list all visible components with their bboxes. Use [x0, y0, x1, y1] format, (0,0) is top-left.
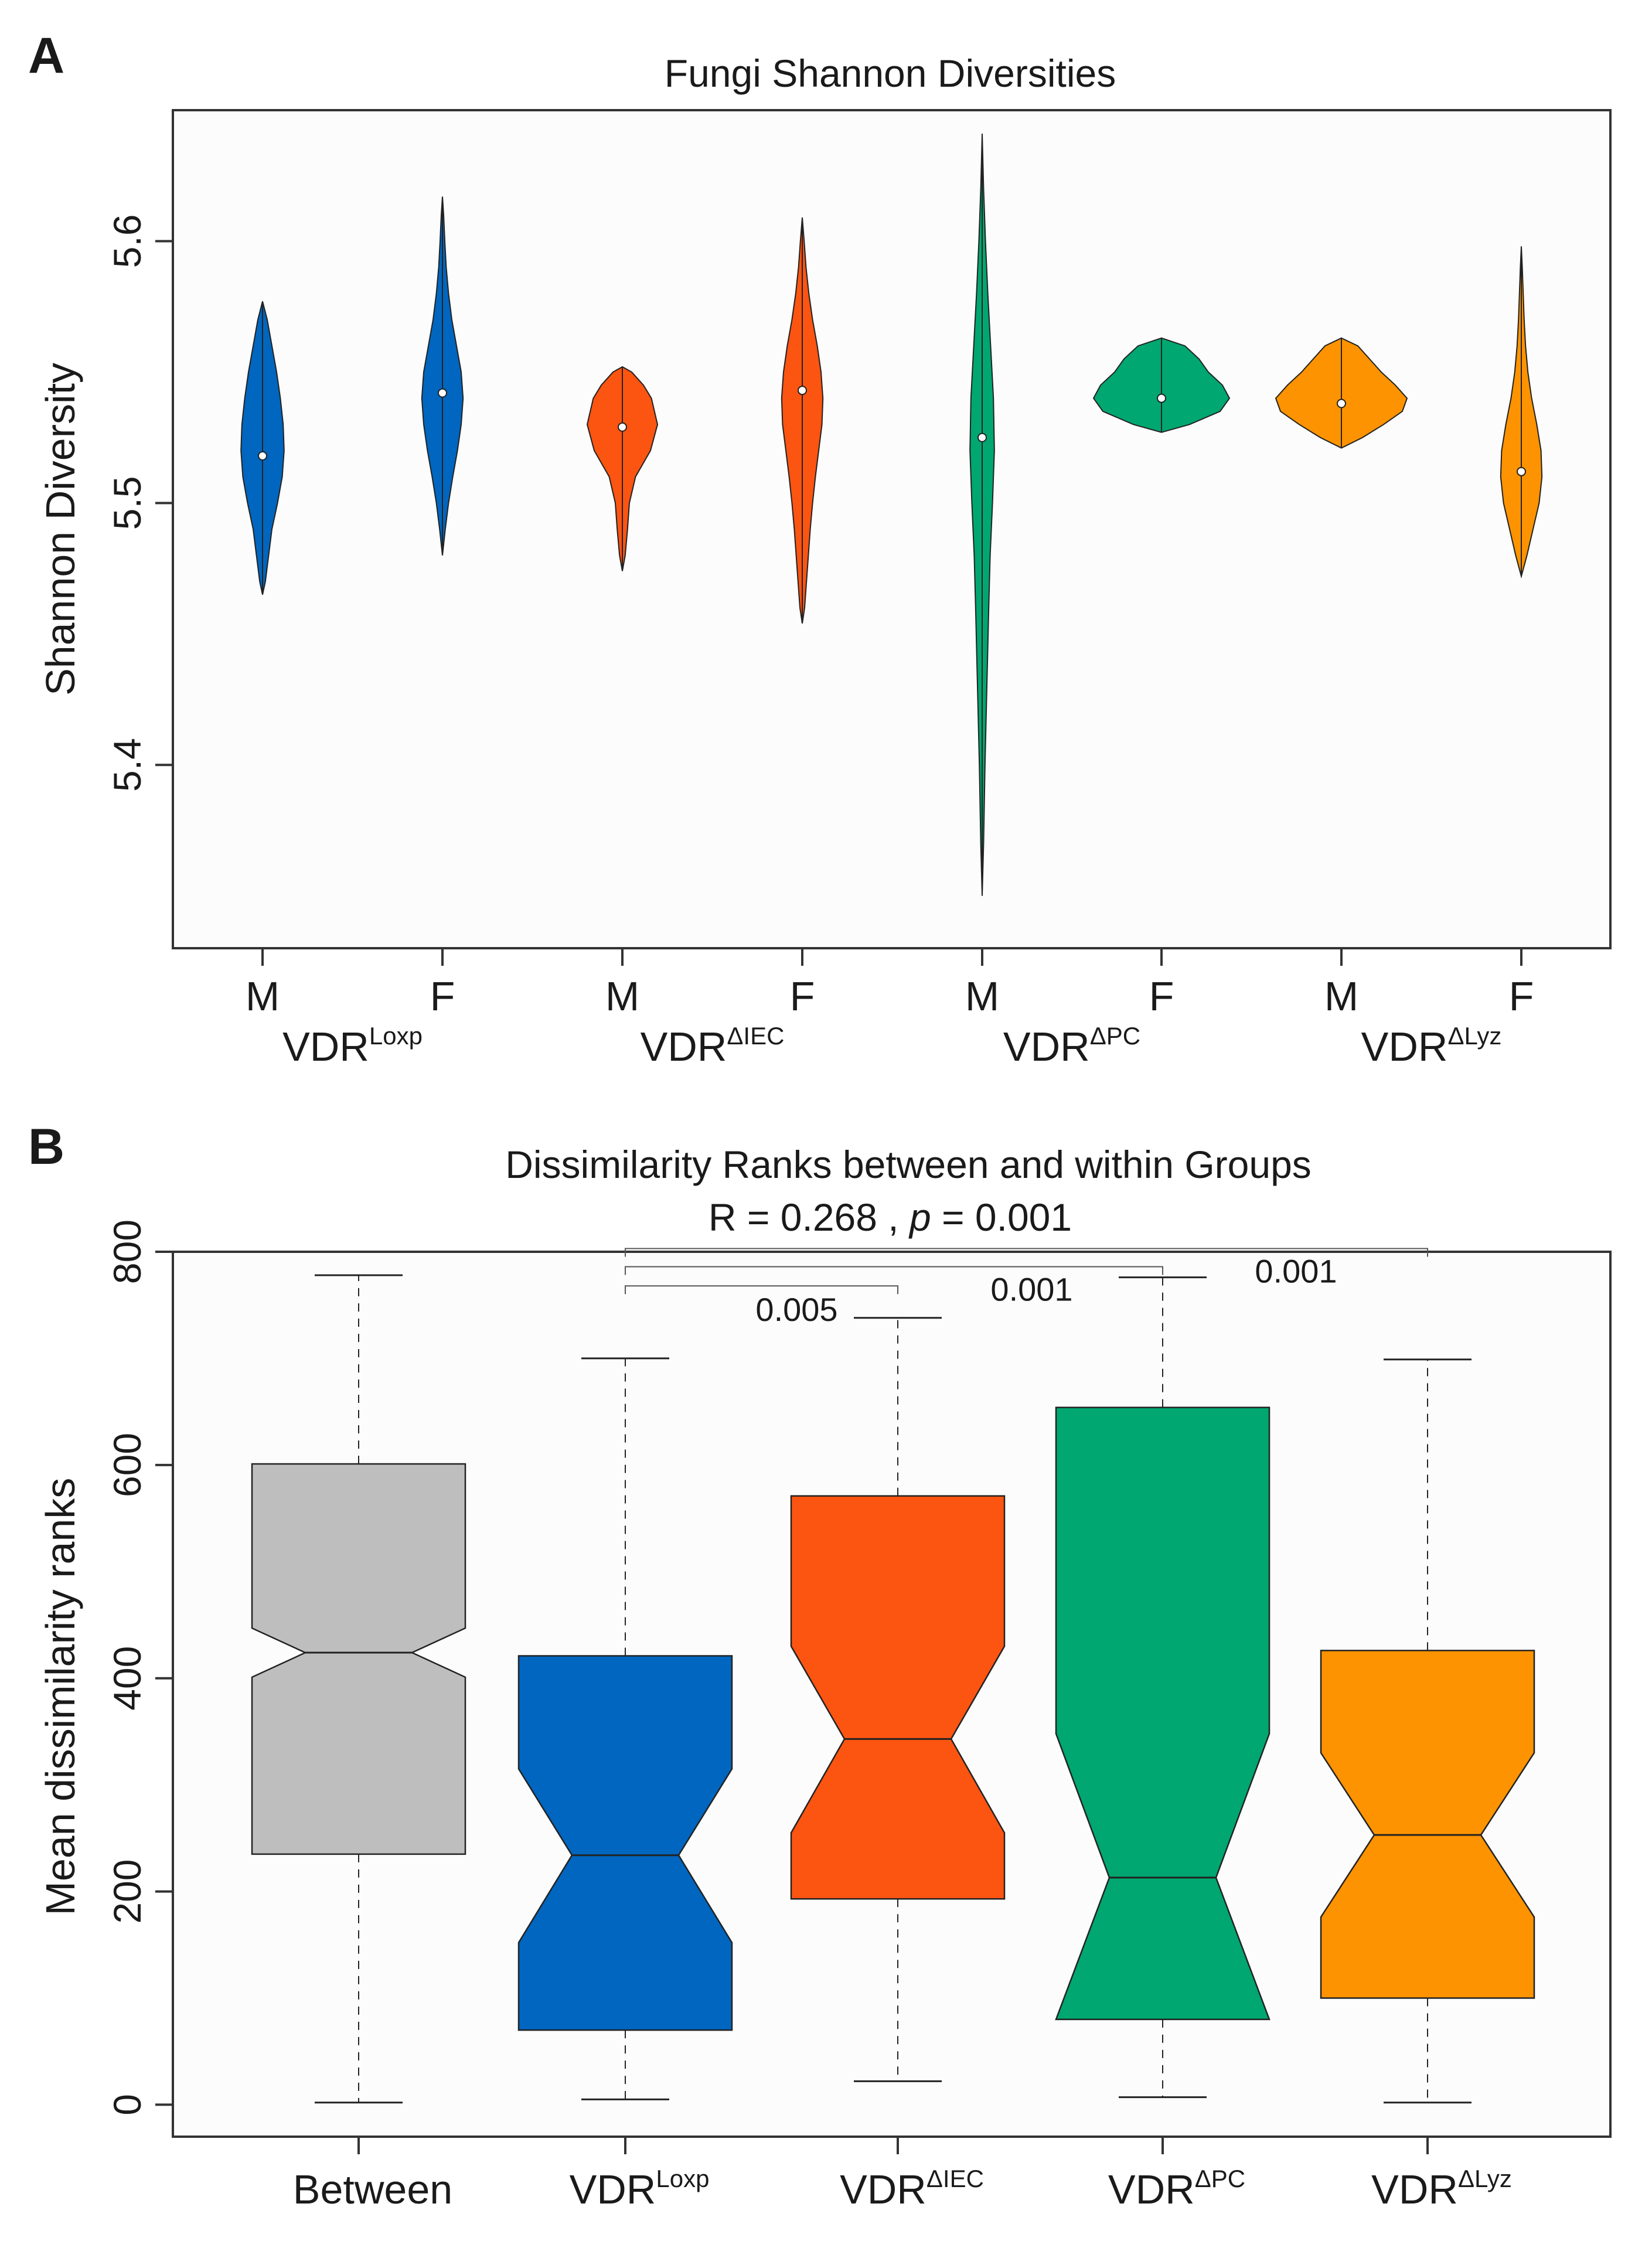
box-chart-title: Dissimilarity Ranks between and within G…	[505, 1143, 1312, 1186]
panel-a-label: A	[28, 28, 64, 84]
significance-bracket	[625, 1266, 1163, 1275]
r-statistic: R = 0.268 ,	[709, 1196, 910, 1239]
box-notched-body	[251, 1463, 466, 1855]
significance-p-value: 0.001	[990, 1271, 1072, 1307]
violin-y-tick-label: 5.5	[105, 476, 149, 530]
violin-sex-label: F	[790, 973, 815, 1019]
violin-y-tick-label: 5.4	[105, 738, 149, 792]
violin-median-point	[618, 422, 627, 432]
box-category-label-base: VDR	[570, 2167, 656, 2212]
box-category-label-superscript: Loxp	[656, 2165, 709, 2192]
box-notched-body	[1055, 1406, 1270, 2021]
box-category-label-superscript: ΔIEC	[927, 2165, 984, 2192]
box-y-tick-label: 200	[105, 1859, 149, 1924]
box-category-label: VDRΔIEC	[840, 2165, 984, 2212]
box-category-label: VDRLoxp	[570, 2165, 710, 2212]
box-chart-stat-line: R = 0.268 , p = 0.001	[709, 1196, 1072, 1239]
panel-b: B Dissimilarity Ranks between and within…	[28, 1119, 1612, 2212]
violin-y-axis: 5.4 5.5 5.6	[105, 214, 174, 792]
violin-sex-label: F	[430, 973, 455, 1019]
violin-chart-title: Fungi Shannon Diversities	[665, 52, 1116, 95]
violin-sex-label: M	[246, 973, 280, 1019]
box-y-tick-label: 0	[105, 2094, 149, 2116]
violin-sex-label: F	[1509, 973, 1534, 1019]
violin-median-point	[1337, 399, 1346, 408]
violin-median-point	[977, 432, 987, 442]
box-category-label-base: VDR	[1108, 2167, 1195, 2212]
box-y-axis: 0 200 400 600 800	[105, 1220, 174, 2116]
panel-a: A Fungi Shannon Diversities 5.4 5.5 5.6 Sh…	[28, 28, 1612, 1070]
violin-sex-label: F	[1149, 973, 1174, 1019]
violin-group-label-base: VDR	[641, 1024, 727, 1070]
box-category-label-base: VDR	[1371, 2167, 1458, 2212]
violin-median-point	[798, 386, 807, 396]
p-symbol: p	[908, 1196, 931, 1239]
violin-group-label: VDRΔIEC	[641, 1022, 785, 1070]
box-y-tick-label: 800	[105, 1220, 149, 1284]
violin-plot-area	[172, 109, 1612, 949]
significance-brackets: 0.005 0.001 0.001	[625, 1248, 1428, 1328]
box-category-label-base: Between	[293, 2167, 452, 2212]
violin-sex-label: M	[605, 973, 639, 1019]
violin-median-point	[258, 451, 267, 461]
panel-b-label: B	[28, 1119, 64, 1175]
violin-y-tick-label: 5.6	[105, 214, 149, 268]
violin-group-label: VDRΔLyz	[1361, 1022, 1502, 1070]
violin-median-point	[438, 388, 447, 398]
significance-p-value: 0.005	[755, 1291, 837, 1328]
violin-group-label-superscript: Loxp	[369, 1022, 423, 1050]
violin-group-label-superscript: ΔPC	[1090, 1022, 1140, 1050]
violin-y-axis-label: Shannon Diversity	[38, 363, 83, 696]
box-y-tick-label: 400	[105, 1646, 149, 1711]
box-category-label-superscript: ΔLyz	[1458, 2165, 1512, 2192]
box-category-label: VDRΔPC	[1108, 2165, 1245, 2212]
box-x-axis: Between VDRLoxp VDRΔIEC VDRΔPC VDRΔLyz	[293, 2136, 1512, 2212]
box-notched-body	[1320, 1650, 1535, 1999]
violin-group-label-base: VDR	[1361, 1024, 1448, 1070]
violin-group-label: VDRLoxp	[282, 1022, 423, 1070]
box-y-axis-label: Mean dissimilarity ranks	[38, 1478, 83, 1916]
significance-bracket	[625, 1248, 1428, 1257]
violin-group-label-base: VDR	[1003, 1024, 1090, 1070]
box-category-label-superscript: ΔPC	[1195, 2165, 1245, 2192]
violin-group-label-superscript: ΔIEC	[727, 1022, 784, 1050]
p-statistic: = 0.001	[931, 1196, 1072, 1239]
violin-group-label-superscript: ΔLyz	[1447, 1022, 1501, 1050]
box-category-label-base: VDR	[840, 2167, 927, 2212]
significance-bracket	[625, 1285, 898, 1295]
violin-group-label: VDRΔPC	[1003, 1022, 1140, 1070]
violin-sex-label: M	[965, 973, 999, 1019]
box-notched-body	[517, 1655, 733, 2031]
box-notched-body	[790, 1495, 1006, 1900]
violin-median-point	[1517, 466, 1526, 476]
box-series	[251, 1274, 1535, 2104]
violin-median-point	[1157, 393, 1166, 403]
box-category-label: VDRΔLyz	[1371, 2165, 1512, 2212]
violin-series	[240, 134, 1543, 896]
box-y-tick-label: 600	[105, 1433, 149, 1497]
violin-group-label-base: VDR	[282, 1024, 369, 1070]
significance-p-value: 0.001	[1255, 1253, 1337, 1290]
violin-sex-label: M	[1324, 973, 1358, 1019]
box-category-label: Between	[293, 2167, 452, 2212]
